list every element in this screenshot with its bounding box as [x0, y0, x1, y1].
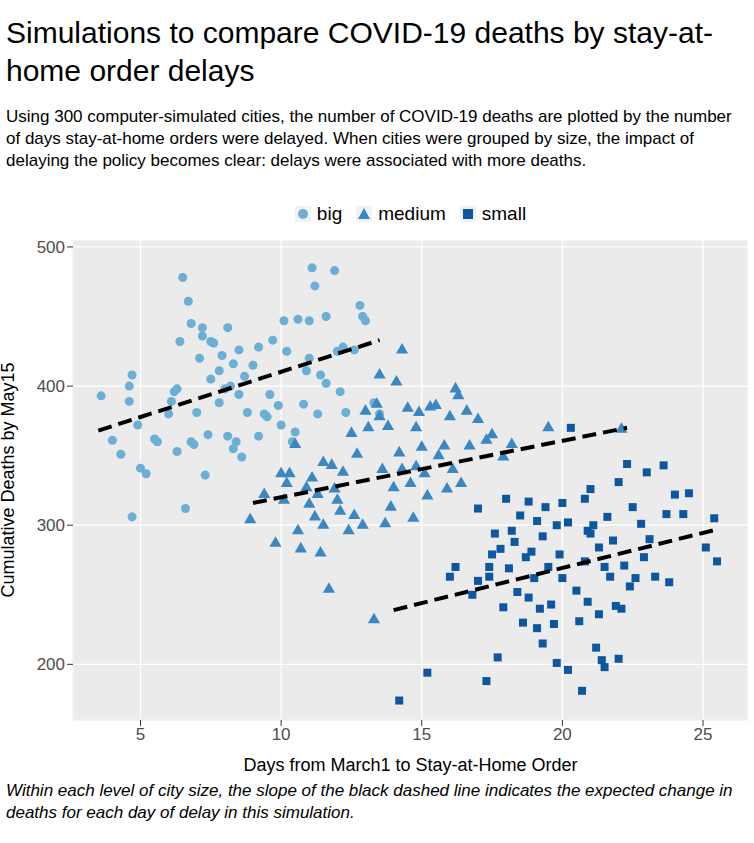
svg-text:25: 25 [694, 725, 713, 744]
svg-text:Days from March1 to Stay-at-Ho: Days from March1 to Stay-at-Home Order [243, 755, 577, 775]
html-text:small: small [481, 203, 527, 224]
svg-text:10: 10 [272, 725, 291, 744]
svg-text:200: 200 [37, 655, 65, 674]
svg-text:Cumulative Deaths by May15: Cumulative Deaths by May15 [8, 362, 18, 597]
html-text:big: big [316, 203, 343, 224]
html-text:medium: medium [378, 203, 446, 224]
svg-text:15: 15 [412, 725, 431, 744]
svg-text:500: 500 [37, 238, 65, 257]
svg-text:20: 20 [553, 725, 572, 744]
html-text:Simulations to compare COVID-1: Simulations to compare COVID-19 deaths b… [6, 16, 713, 87]
svg-text:300: 300 [37, 516, 65, 535]
html-text:Within each level of city size: Within each level of city size, the slop… [6, 781, 733, 822]
svg-text:5: 5 [136, 725, 145, 744]
svg-text:400: 400 [37, 377, 65, 396]
html-text:Using 300 computer-simulated c: Using 300 computer-simulated cities, the… [6, 107, 732, 170]
